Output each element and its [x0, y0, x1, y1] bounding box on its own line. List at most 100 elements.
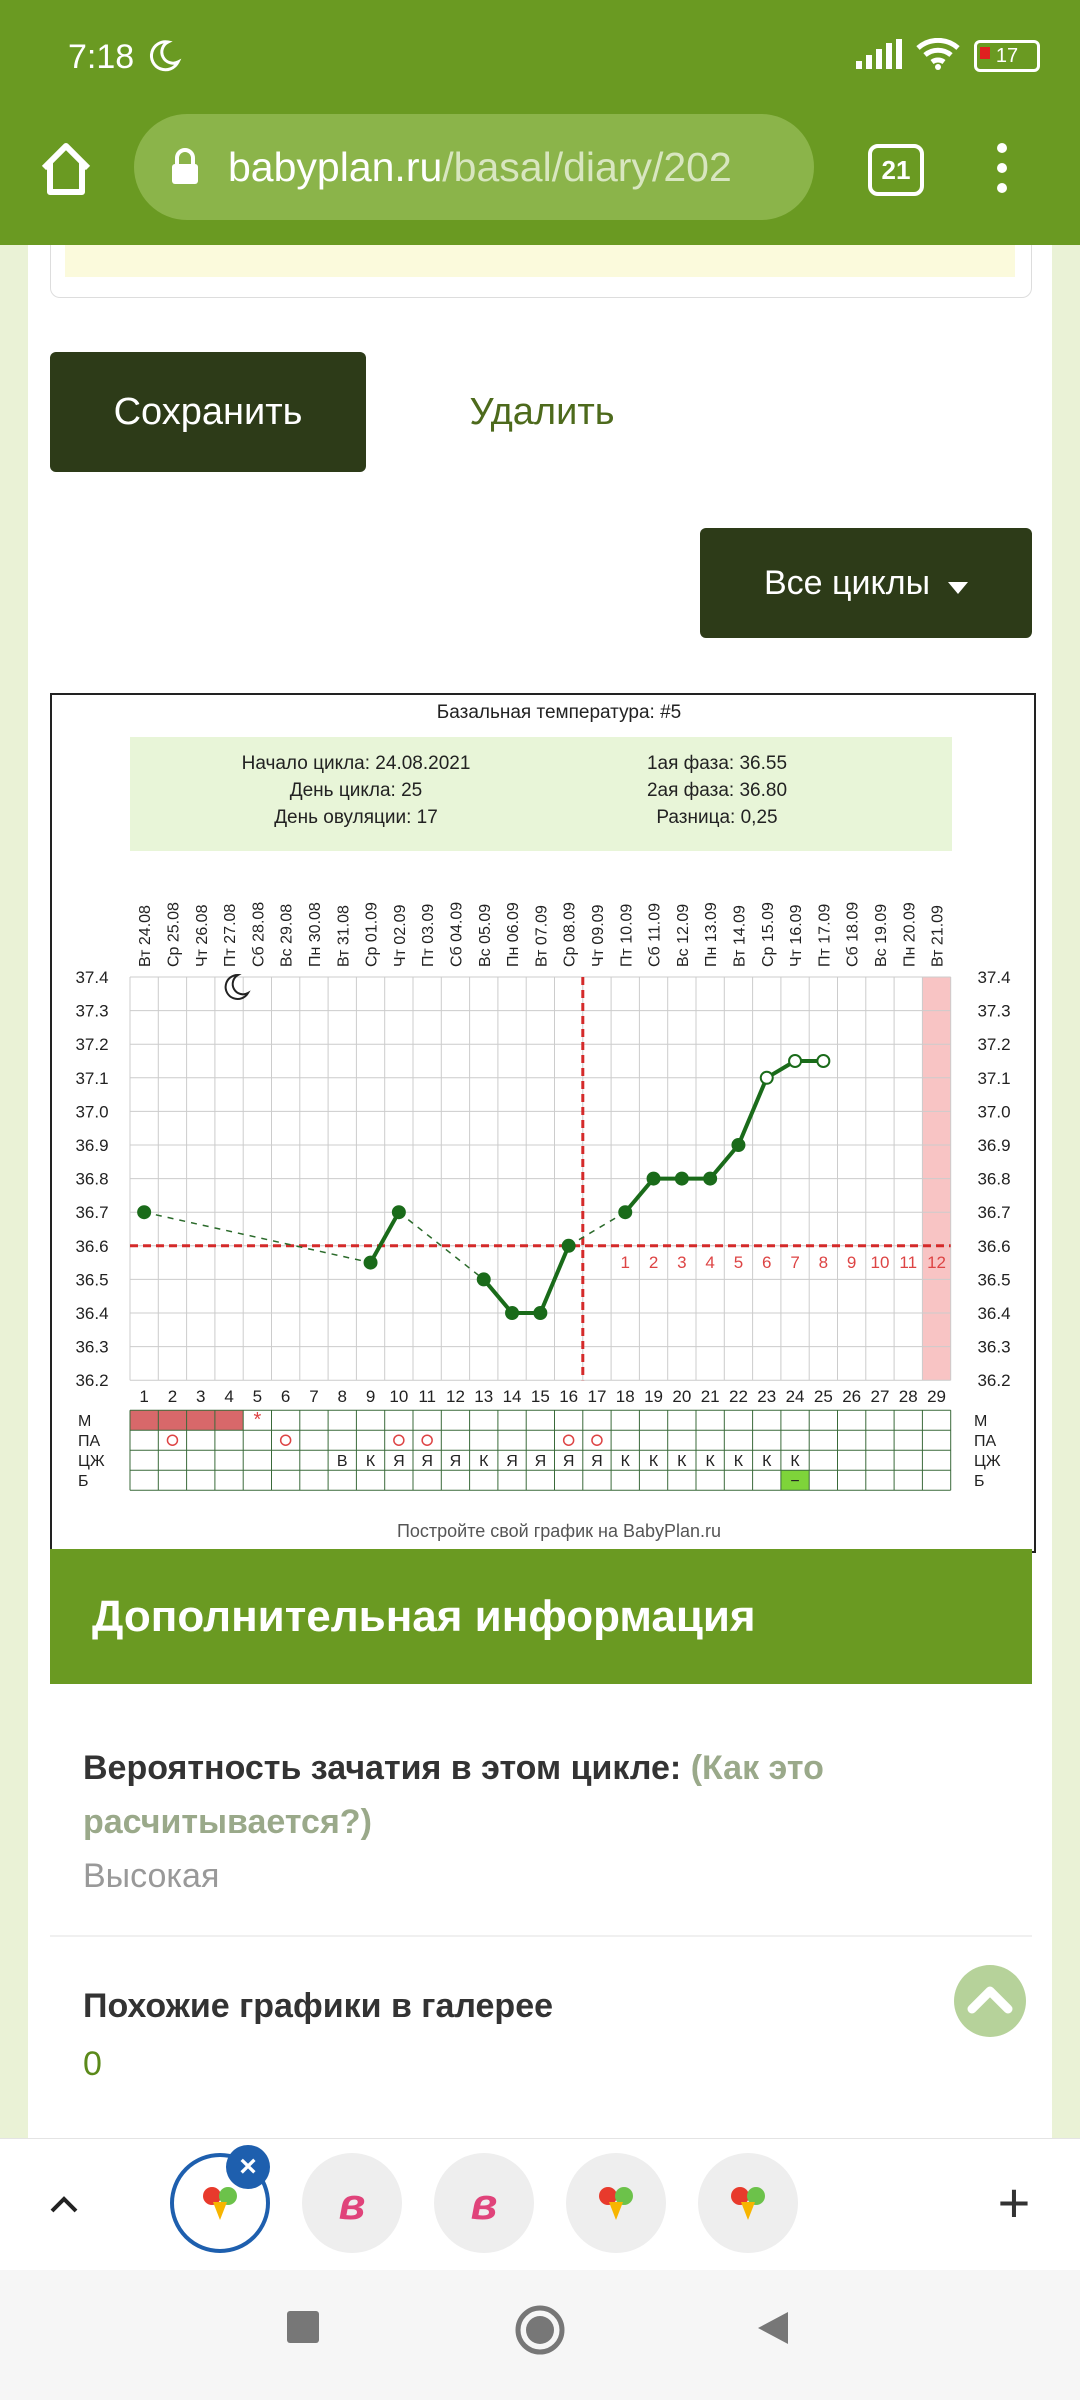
difference-text: Разница: 0,25: [656, 807, 777, 828]
tab-b[interactable]: в: [302, 2153, 402, 2253]
cycle-start-text: Начало цикла: 24.08.2021: [242, 753, 471, 774]
date-label: Вт 21.09: [930, 905, 947, 967]
similar-charts-value[interactable]: 0: [83, 2045, 102, 2083]
temperature-point: [137, 1205, 152, 1220]
temperature-line-dashed: [143, 1211, 371, 1264]
tab-b[interactable]: в: [434, 2153, 534, 2253]
address-bar[interactable]: babyplan.ru/basal/diary/202: [134, 114, 814, 220]
date-label: Ср 25.08: [165, 902, 182, 967]
day-number: 21: [701, 1387, 720, 1406]
status-icons: 17: [856, 36, 1040, 76]
pa-mark: [393, 1434, 405, 1446]
row-label-left: Б: [78, 1473, 89, 1490]
b-app-icon: в: [471, 2181, 498, 2225]
recents-icon[interactable]: [286, 2310, 320, 2349]
day-number: 13: [474, 1387, 493, 1406]
date-label: Чт 26.08: [194, 904, 211, 967]
date-label: Сб 11.09: [647, 903, 664, 967]
all-cycles-dropdown[interactable]: Все циклы: [700, 528, 1032, 638]
luteal-day-number: 2: [649, 1253, 658, 1272]
day-number: 8: [338, 1387, 347, 1406]
test-cell: [780, 1470, 810, 1491]
close-tab-icon[interactable]: ×: [226, 2145, 270, 2189]
new-tab-button[interactable]: +: [997, 2171, 1031, 2234]
row-label-right: М: [974, 1413, 987, 1430]
home-circle-icon[interactable]: [514, 2304, 566, 2361]
caret-down-icon: [948, 564, 969, 603]
date-label: Сб 28.08: [250, 902, 267, 967]
tab-yandex[interactable]: [698, 2153, 798, 2253]
chart-title: Базальная температура: #5: [437, 702, 681, 723]
tab-yandex[interactable]: [566, 2153, 666, 2253]
bbt-chart-svg: Базальная температура: #5 Начало цикла: …: [75, 702, 1010, 1541]
signal-icon: [856, 38, 902, 74]
day-number: 24: [786, 1387, 805, 1406]
row-label-right: ПА: [974, 1433, 997, 1450]
conception-probability-label: Вероятность зачатия в этом цикле: (Как э…: [83, 1741, 983, 1849]
luteal-day-number: 6: [762, 1253, 771, 1272]
pa-mark: [279, 1434, 292, 1446]
luteal-day-number: 7: [790, 1253, 799, 1272]
y-tick-label-left: 36.4: [75, 1304, 108, 1323]
y-tick-label-right: 36.7: [977, 1203, 1010, 1222]
chart-summary-panel: [130, 737, 952, 851]
date-label: Вс 29.08: [279, 904, 296, 967]
back-icon[interactable]: [756, 2310, 790, 2351]
day-number: 27: [870, 1387, 889, 1406]
scroll-to-top-button[interactable]: [954, 1965, 1026, 2037]
delete-button[interactable]: Удалить: [469, 390, 615, 433]
day-number: 9: [366, 1387, 375, 1406]
temperature-line: [708, 1143, 740, 1180]
home-icon[interactable]: [36, 138, 96, 198]
svg-text:в: в: [339, 2181, 366, 2225]
yandex-icon: [731, 2187, 765, 2220]
day-number: 7: [309, 1387, 318, 1406]
expand-tabs-icon[interactable]: [44, 2185, 84, 2225]
moon-icon: [146, 38, 182, 79]
luteal-day-number: 9: [847, 1253, 856, 1272]
date-label: Пт 17.09: [816, 904, 833, 967]
url-text: babyplan.ru/basal/diary/202: [228, 144, 732, 191]
luteal-day-number: 12: [927, 1253, 946, 1272]
y-tick-label-left: 36.7: [75, 1203, 108, 1222]
cm-mark: Я: [421, 1453, 433, 1470]
wifi-icon: [916, 37, 960, 75]
y-tick-label-right: 37.3: [977, 1002, 1010, 1021]
url-domain: babyplan.ru: [228, 143, 443, 190]
date-label: Вт 07.09: [533, 905, 550, 967]
temperature-point: [476, 1272, 491, 1287]
date-label: Ср 01.09: [364, 902, 381, 967]
tabs-count-button[interactable]: 21: [868, 144, 924, 196]
temperature-line: [736, 1077, 769, 1146]
temperature-point: [703, 1171, 718, 1186]
cm-mark: К: [762, 1453, 772, 1470]
day-number: 11: [418, 1387, 436, 1406]
day-number: 28: [899, 1387, 918, 1406]
pa-mark: [562, 1434, 575, 1446]
temperature-point: [618, 1205, 633, 1220]
date-label: Пн 06.09: [505, 902, 522, 967]
cm-mark: К: [790, 1453, 800, 1470]
menstruation-cell: [130, 1410, 159, 1431]
svg-text:в: в: [471, 2181, 498, 2225]
date-label: Чт 16.09: [788, 904, 805, 967]
luteal-day-number: 10: [870, 1253, 889, 1272]
temperature-point: [646, 1171, 661, 1186]
battery-icon: 17: [974, 40, 1040, 72]
temperature-point: [674, 1171, 689, 1186]
cm-mark: В: [337, 1453, 348, 1470]
test-mark: −: [790, 1473, 799, 1490]
save-button[interactable]: Сохранить: [50, 352, 366, 472]
day-number: 12: [446, 1387, 465, 1406]
pa-mark: [591, 1434, 603, 1446]
probability-info-link[interactable]: (Как это расчитывается?): [83, 1749, 824, 1841]
temperature-point: [505, 1306, 520, 1320]
yandex-icon: [599, 2187, 633, 2220]
temperature-point: [731, 1138, 746, 1152]
y-tick-label-right: 36.6: [977, 1237, 1010, 1256]
y-tick-label-right: 36.5: [977, 1270, 1010, 1289]
luteal-day-number: 11: [899, 1253, 917, 1272]
row-label-left: ЦЖ: [78, 1453, 105, 1470]
more-menu-icon[interactable]: [992, 140, 1012, 196]
date-label: Вс 05.09: [477, 904, 494, 967]
